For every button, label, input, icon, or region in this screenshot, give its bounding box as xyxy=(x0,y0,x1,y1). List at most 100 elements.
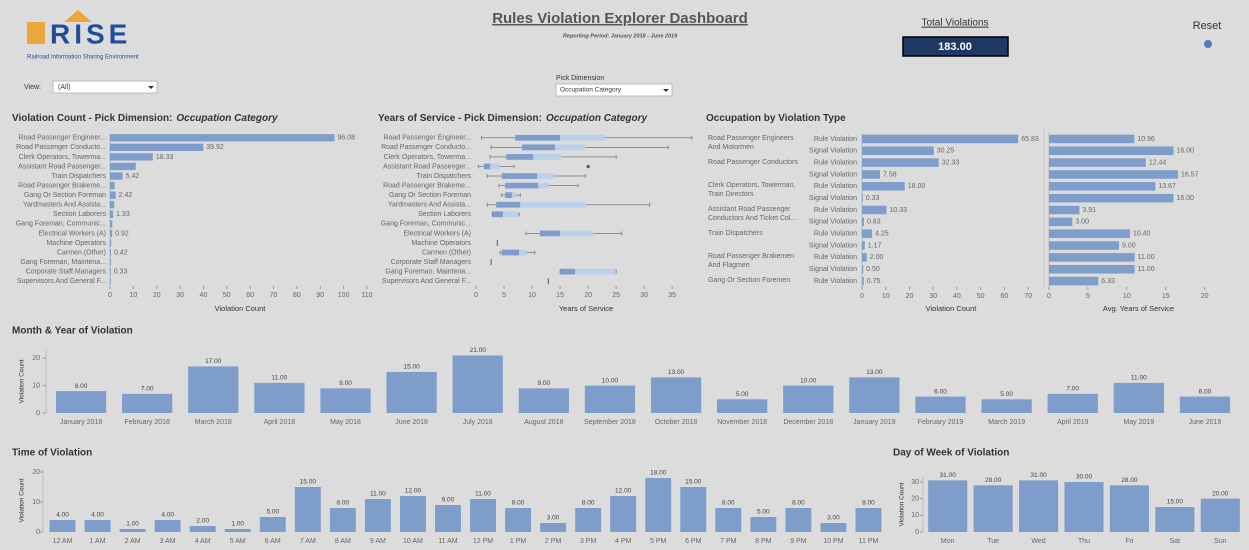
logo-text: RISE xyxy=(50,18,131,49)
view-value[interactable]: (All) xyxy=(58,84,70,91)
value-label: 5.00 xyxy=(266,509,279,516)
bar xyxy=(1049,205,1080,215)
value-label: 7.58 xyxy=(883,171,897,178)
value-label: 10.00 xyxy=(602,377,619,384)
bar xyxy=(55,391,107,413)
value-label: 5.00 xyxy=(757,509,770,516)
value-label: 1.00 xyxy=(126,521,139,528)
occupation-label: Road Passenger Brakemen And Flagmen xyxy=(708,253,794,270)
y-tick-label: Carmen (Other) xyxy=(422,249,471,256)
view-select[interactable] xyxy=(52,80,158,94)
bar xyxy=(1200,498,1240,532)
x-tick-label: 5 PM xyxy=(650,538,667,545)
x-tick-label: 25 xyxy=(612,292,620,299)
violation-type-label: Signal Violation xyxy=(809,219,857,226)
bar xyxy=(386,371,437,413)
value-label: 10.96 xyxy=(1137,136,1155,143)
value-label: 2.42 xyxy=(119,192,133,199)
bar xyxy=(110,134,335,142)
reset-button[interactable] xyxy=(1204,40,1212,48)
chart-title-main: Violation Count - Pick Dimension: xyxy=(12,113,172,124)
y-tick-label: Road Passenger Brakeme... xyxy=(18,182,106,189)
value-label: 0.42 xyxy=(114,249,128,256)
dimension-value[interactable]: Occupation Category xyxy=(560,87,622,94)
x-tick-label: 3 PM xyxy=(580,538,597,545)
box-upper xyxy=(555,144,586,151)
x-tick-label: May 2018 xyxy=(330,419,361,426)
x-tick-label: 8 PM xyxy=(755,538,772,545)
chart-title: Years of Service - Pick Dimension: Occupa… xyxy=(378,113,648,124)
value-label: 31.00 xyxy=(1030,472,1047,479)
value-label: 6.33 xyxy=(1101,278,1115,285)
x-tick-label: 10 AM xyxy=(403,538,423,545)
bar xyxy=(1049,158,1146,167)
x-tick-label: 9 AM xyxy=(370,538,386,545)
y-tick-label: Gang Foreman, Maintena... xyxy=(385,269,471,276)
bar xyxy=(1049,193,1174,203)
bar xyxy=(981,399,1032,413)
value-label: 13.67 xyxy=(1158,183,1176,190)
x-tick-label: 50 xyxy=(977,293,985,300)
value-label: 10.33 xyxy=(890,207,908,214)
bar xyxy=(1113,382,1164,413)
bar xyxy=(110,248,111,257)
x-tick-label: Thu xyxy=(1078,538,1090,545)
x-tick-label: 70 xyxy=(270,292,278,299)
bar xyxy=(973,485,1013,532)
bar xyxy=(849,377,900,413)
x-tick-label: 0 xyxy=(860,293,864,300)
value-label: 3.00 xyxy=(547,515,560,522)
x-tick-label: 15 xyxy=(1162,293,1170,300)
bar xyxy=(1109,485,1149,532)
occupation-label: Clerk Operators, Towerman, Train Directo… xyxy=(708,182,796,199)
value-label: 16.57 xyxy=(1181,171,1199,178)
dimension-select[interactable] xyxy=(555,83,673,97)
y-tick-label: Corporate Staff Managers xyxy=(26,269,107,276)
value-label: 15.00 xyxy=(685,479,702,486)
y-tick-label: Assistant Road Passenger... xyxy=(18,163,106,170)
bar xyxy=(1049,146,1174,156)
bar xyxy=(1049,134,1135,144)
logo-icon xyxy=(27,22,45,44)
value-label: 13.00 xyxy=(866,369,883,376)
box-upper xyxy=(502,211,519,218)
total-label: Total Violations xyxy=(921,18,988,29)
y-axis-title: Violation Count xyxy=(19,359,26,403)
y-tick-label: 10 xyxy=(911,512,919,519)
box-lower xyxy=(483,163,491,170)
value-label: 39.92 xyxy=(206,144,224,151)
box-lower xyxy=(501,173,538,179)
x-tick-label: 30 xyxy=(176,292,184,299)
bar xyxy=(505,508,532,532)
x-tick-label: 35 xyxy=(668,292,676,299)
chart-title: Time of Violation xyxy=(12,448,92,459)
value-label: 1.33 xyxy=(116,211,130,218)
violation-type-label: Signal Violation xyxy=(809,195,857,202)
x-tick-label: 40 xyxy=(953,293,961,300)
bar xyxy=(862,146,934,156)
y-tick-label: Clerk Operators, Towerma... xyxy=(384,154,471,161)
bar xyxy=(1049,229,1130,238)
y-tick-label: Yardmasters And Assista... xyxy=(23,202,106,209)
box-upper xyxy=(490,163,501,170)
bar xyxy=(110,239,112,247)
chart-title-main: Years of Service - Pick Dimension: xyxy=(378,113,542,124)
value-label: 9.00 xyxy=(1122,242,1136,249)
y-tick-label: Machine Operators xyxy=(411,240,471,247)
value-label: 15.00 xyxy=(403,364,420,371)
x-tick-label: February 2018 xyxy=(124,419,170,426)
value-label: 8.00 xyxy=(75,383,88,390)
reset-label[interactable]: Reset xyxy=(1193,20,1222,32)
x-tick-label: 20 xyxy=(584,292,592,299)
violation-type-label: Signal Violation xyxy=(809,171,857,178)
bar xyxy=(862,276,864,286)
logo-roof xyxy=(64,10,92,22)
bar xyxy=(399,496,426,532)
value-label: 0.33 xyxy=(114,269,128,276)
bar xyxy=(1049,276,1099,286)
value-label: 3.00 xyxy=(1075,219,1089,226)
bar xyxy=(518,388,569,413)
chart-title: Occupation by Violation Type xyxy=(706,113,846,124)
occupation-label: Road Passenger Engineers And Motormen xyxy=(708,135,794,151)
value-label: 12.00 xyxy=(405,488,422,495)
